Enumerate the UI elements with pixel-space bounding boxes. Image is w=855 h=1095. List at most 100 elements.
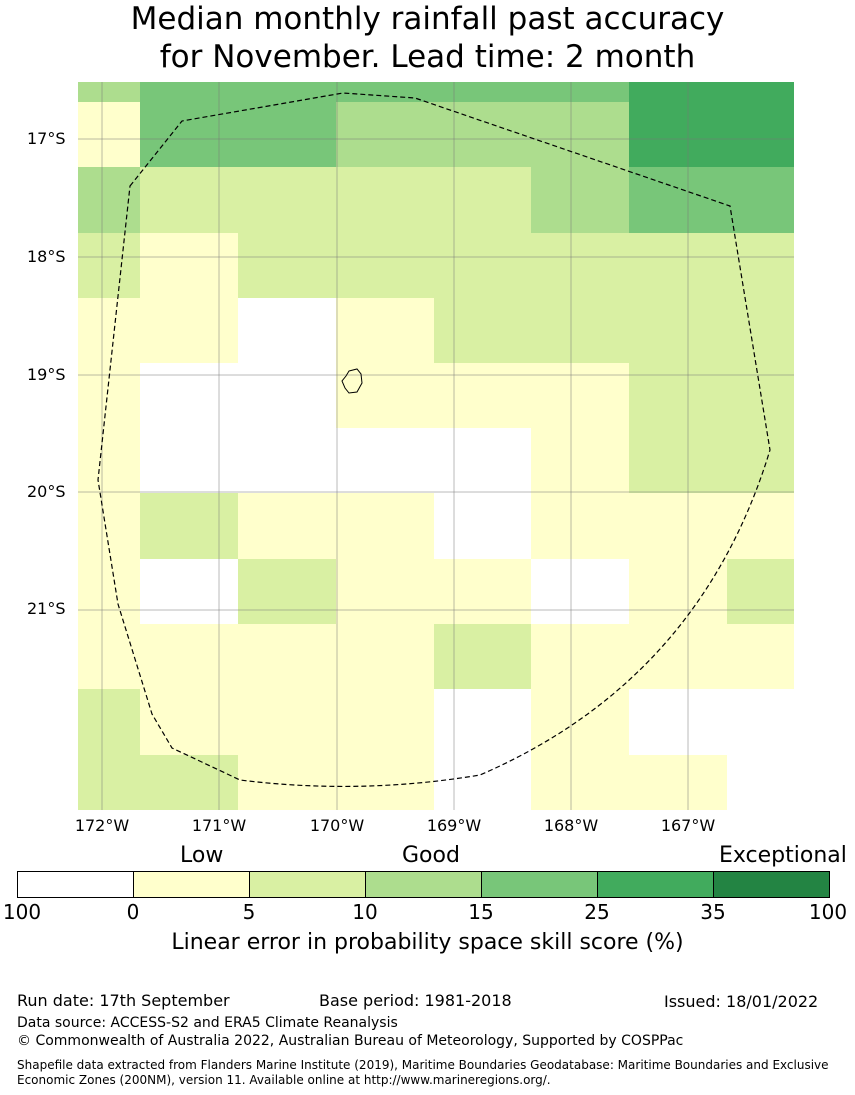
eez-boundary: [97, 92, 771, 788]
lon-label-170w: 170°W: [309, 816, 365, 835]
grid-cell: [140, 559, 238, 624]
grid-cell: [727, 167, 794, 233]
grid-cell: [629, 624, 727, 689]
colorbar-tick: 5: [242, 900, 256, 924]
colorbar-tick: 0: [126, 900, 140, 924]
grid-cell: [140, 82, 238, 102]
grid-cell: [238, 428, 336, 493]
grid-cell: [238, 233, 336, 298]
colorbar-bin-2: [133, 871, 250, 898]
grid-cell: [78, 298, 140, 363]
grid-cell: [531, 167, 629, 233]
grid-cell: [336, 167, 434, 233]
grid-cell: [78, 167, 140, 233]
colorbar-bin-7: [713, 871, 830, 898]
grid-cell: [238, 363, 336, 428]
shapefile-credit-1: Shapefile data extracted from Flanders M…: [17, 1058, 829, 1072]
grid-cell: [531, 233, 629, 298]
grid-cell: [140, 167, 238, 233]
grid-cell: [140, 428, 238, 493]
colorbar-title: Linear error in probability space skill …: [171, 930, 684, 955]
grid-cell: [434, 559, 531, 624]
grid-cell: [629, 233, 727, 298]
grid-cell: [434, 167, 531, 233]
grid-cell: [140, 755, 238, 810]
grid-cell: [629, 428, 727, 493]
lon-label-172w: 172°W: [74, 816, 130, 835]
legend-category-exceptional: Exceptional: [719, 843, 847, 868]
lat-label-17s: 17°S: [27, 129, 66, 148]
grid-cell: [336, 102, 434, 167]
colorbar-bin-1: [17, 871, 134, 898]
grid-cell: [140, 689, 238, 755]
grid-cell: [727, 298, 794, 363]
grid-cell: [140, 298, 238, 363]
grid-cell: [78, 102, 140, 167]
grid-cell: [238, 493, 336, 559]
lat-label-18s: 18°S: [27, 247, 66, 266]
grid-cell: [434, 298, 531, 363]
grid-cell: [531, 624, 629, 689]
colorbar-bin-6: [597, 871, 714, 898]
grid-cell: [78, 233, 140, 298]
lat-label-20s: 20°S: [27, 482, 66, 501]
grid-cell: [531, 755, 629, 810]
grid-cell: [140, 102, 238, 167]
shapefile-credit-2: Economic Zones (200NM), version 11. Avai…: [17, 1073, 551, 1087]
grid-cell: [531, 82, 629, 102]
grid-cell: [629, 298, 727, 363]
base-period: Base period: 1981-2018: [319, 991, 512, 1010]
grid-cell: [434, 102, 531, 167]
lon-label-169w: 169°W: [426, 816, 482, 835]
data-source: Data source: ACCESS-S2 and ERA5 Climate …: [17, 1015, 398, 1031]
grid-cell: [78, 755, 140, 810]
grid-cell: [531, 363, 629, 428]
grid-cell: [238, 559, 336, 624]
grid-cell: [629, 493, 727, 559]
colorbar-bin-5: [481, 871, 598, 898]
grid-cell: [727, 493, 794, 559]
colorbar-tick: 25: [584, 900, 610, 924]
grid-cell: [727, 102, 794, 167]
skill-map: [78, 82, 794, 810]
grid-cell: [629, 167, 727, 233]
grid-cell: [531, 493, 629, 559]
legend-category-low: Low: [180, 843, 224, 868]
grid-cell: [629, 82, 727, 102]
grid-cell: [434, 428, 531, 493]
grid-cell: [78, 428, 140, 493]
grid-cell: [336, 363, 434, 428]
grid-cell: [531, 428, 629, 493]
grid-cell: [727, 559, 794, 624]
grid-cell: [629, 102, 727, 167]
grid-cell: [629, 689, 727, 755]
grid-cell: [336, 298, 434, 363]
grid-cell: [238, 624, 336, 689]
lat-label-21s: 21°S: [27, 599, 66, 618]
grid-cell: [727, 82, 794, 102]
grid-cell: [78, 689, 140, 755]
lon-label-167w: 167°W: [660, 816, 716, 835]
grid-cell: [336, 493, 434, 559]
colorbar-bin-4: [365, 871, 482, 898]
legend-category-good: Good: [402, 843, 460, 868]
run-date: Run date: 17th September: [17, 991, 230, 1010]
colorbar-tick: 100: [808, 900, 848, 924]
grid-cell: [531, 102, 629, 167]
grid-cell: [727, 428, 794, 493]
skill-grid: [78, 82, 794, 810]
grid-cell: [140, 624, 238, 689]
grid-cell: [238, 755, 336, 810]
title-line-2: for November. Lead time: 2 month: [159, 39, 696, 75]
grid-cell: [78, 363, 140, 428]
colorbar-tick: 15: [468, 900, 494, 924]
island-outline: [341, 368, 363, 394]
map-title: Median monthly rainfall past accuracy fo…: [0, 0, 855, 76]
grid-cell: [336, 428, 434, 493]
colorbar-bin-3: [249, 871, 366, 898]
colorbar-tick: 10: [352, 900, 378, 924]
grid-cell: [238, 298, 336, 363]
grid-cell: [727, 624, 794, 689]
grid-cell: [531, 559, 629, 624]
grid-cell: [434, 233, 531, 298]
